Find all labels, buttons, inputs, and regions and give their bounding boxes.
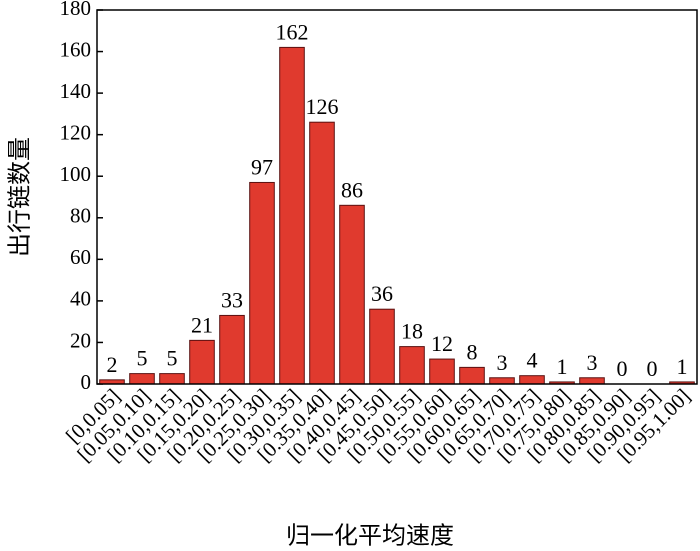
data-label: 4: [527, 348, 538, 373]
data-label: 36: [371, 281, 393, 306]
bar: [219, 314, 245, 385]
data-label: 5: [167, 346, 178, 371]
y-tick-label: 40: [70, 287, 91, 311]
y-tick-label: 20: [70, 328, 91, 352]
bar: [249, 181, 275, 385]
y-tick-label: 0: [81, 370, 92, 394]
bar: [129, 373, 155, 385]
bar: [459, 366, 485, 385]
y-tick-label: 100: [60, 162, 92, 186]
bar: [429, 358, 455, 385]
y-tick-label: 80: [70, 204, 91, 228]
y-tick-label: 120: [60, 120, 92, 144]
y-tick-label: 60: [70, 245, 91, 269]
data-label: 18: [401, 319, 423, 344]
data-label: 5: [137, 346, 148, 371]
bar: [159, 373, 185, 385]
y-tick-label: 160: [60, 37, 92, 61]
bar: [339, 204, 365, 385]
bar: [279, 46, 305, 385]
data-label: 1: [677, 354, 688, 379]
data-label: 33: [221, 287, 243, 312]
data-label: 21: [191, 312, 213, 337]
data-label: 0: [617, 356, 628, 381]
bar: [399, 346, 425, 385]
data-label: 2: [107, 352, 118, 377]
data-label: 3: [587, 350, 598, 375]
data-label: 3: [497, 350, 508, 375]
data-label: 0: [647, 356, 658, 381]
data-label: 162: [276, 19, 309, 44]
bar: [489, 377, 515, 385]
x-axis-title: 归一化平均速度: [286, 523, 454, 550]
data-label: 12: [431, 331, 453, 356]
data-label: 1: [557, 354, 568, 379]
bar: [189, 339, 215, 385]
bar: [369, 308, 395, 385]
bar: [519, 375, 545, 385]
y-tick-label: 180: [60, 0, 92, 20]
y-axis-title: 出行链数量: [7, 137, 34, 257]
plot-frame: [96, 9, 698, 385]
data-label: 8: [467, 339, 478, 364]
data-label: 97: [251, 155, 273, 180]
y-tick-label: 140: [60, 79, 92, 103]
data-label: 126: [306, 94, 339, 119]
bar: [309, 121, 335, 385]
bar: [579, 377, 605, 385]
data-label: 86: [341, 177, 363, 202]
